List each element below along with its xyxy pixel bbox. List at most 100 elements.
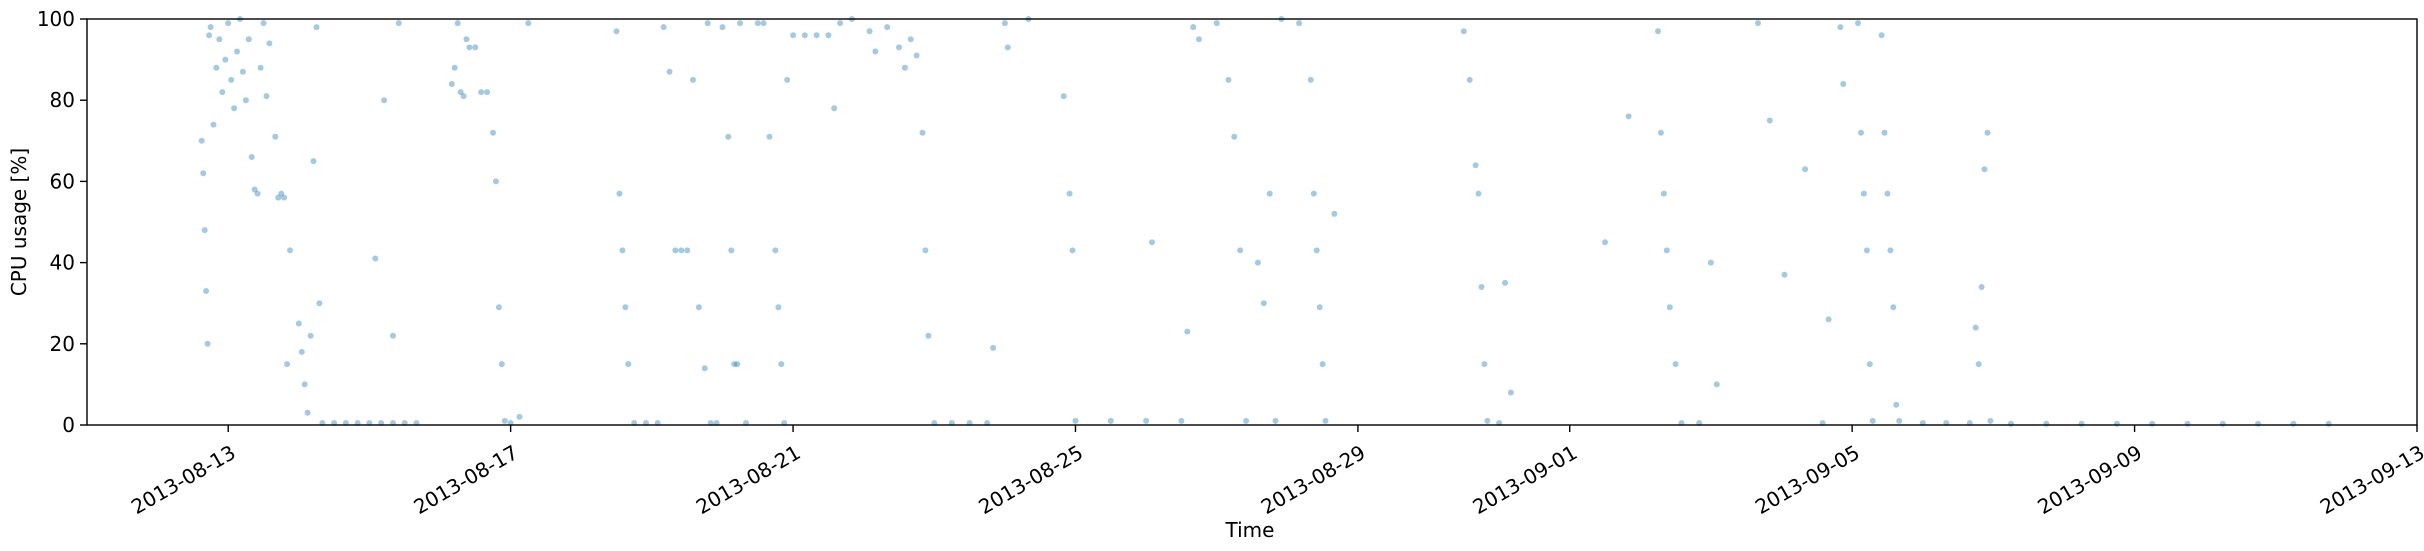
data-point (1316, 304, 1323, 311)
data-point (2325, 420, 2332, 427)
data-point (266, 40, 273, 47)
data-point (901, 64, 908, 71)
y-tick-label: 80 (50, 88, 75, 112)
data-point (1840, 81, 1847, 87)
data-point (200, 170, 207, 177)
data-point (2290, 420, 2297, 427)
data-point (272, 133, 279, 140)
data-point (660, 24, 667, 31)
data-point (2149, 420, 2156, 427)
data-point (1481, 361, 1488, 368)
data-point (525, 20, 532, 27)
data-point (734, 361, 741, 368)
data-point (1878, 32, 1885, 39)
data-point (907, 36, 914, 43)
data-point (1887, 247, 1894, 254)
data-point (884, 24, 891, 31)
data-point (1225, 76, 1232, 83)
data-point (1066, 190, 1073, 197)
data-point (234, 48, 240, 55)
data-point (1766, 117, 1773, 124)
data-point (625, 361, 632, 368)
data-point (495, 304, 502, 311)
data-point (257, 64, 264, 71)
data-point (678, 247, 685, 254)
data-point (1196, 36, 1202, 43)
data-point (778, 361, 785, 368)
data-point (766, 133, 773, 140)
data-point (704, 20, 711, 27)
data-point (1860, 190, 1867, 197)
data-point (278, 190, 285, 197)
data-point (813, 32, 820, 39)
data-point (216, 36, 223, 43)
data-point (754, 20, 761, 27)
data-point (1319, 361, 1326, 368)
data-point (2219, 420, 2226, 427)
data-point (790, 32, 797, 39)
y-tick-label: 20 (50, 332, 75, 356)
data-point (210, 121, 217, 128)
data-point (1466, 76, 1473, 83)
data-point (1625, 113, 1632, 120)
data-point (896, 44, 902, 51)
data-point (1478, 284, 1485, 290)
data-point (281, 194, 288, 201)
data-point (1069, 247, 1076, 254)
data-point (1331, 210, 1338, 217)
y-axis-label: CPU usage [%] (7, 148, 31, 296)
data-point (760, 20, 767, 27)
y-tick-label: 0 (62, 413, 75, 437)
data-point (1975, 361, 1982, 368)
data-point (1713, 381, 1720, 388)
data-point (1981, 166, 1988, 173)
data-point (784, 76, 791, 83)
data-point (1231, 133, 1238, 140)
data-point (672, 247, 679, 254)
data-point (254, 190, 261, 197)
data-point (690, 76, 696, 83)
data-point (1863, 247, 1870, 254)
data-point (613, 28, 620, 35)
data-point (1663, 247, 1670, 254)
data-point (1143, 417, 1150, 424)
data-point (248, 154, 255, 160)
data-point (866, 28, 873, 35)
data-point (198, 137, 205, 144)
y-tick-label: 40 (50, 251, 75, 275)
data-point (381, 97, 388, 104)
data-point (2078, 420, 2085, 427)
data-point (1893, 401, 1900, 408)
data-point (245, 36, 252, 43)
data-point (242, 97, 249, 104)
data-point (207, 24, 214, 31)
data-point (728, 247, 735, 254)
data-point (298, 348, 305, 355)
data-point (372, 255, 379, 262)
data-point (1060, 93, 1067, 100)
data-point (1881, 129, 1888, 136)
data-point (463, 36, 470, 43)
data-point (222, 56, 229, 63)
data-point (492, 178, 499, 185)
data-point (1004, 44, 1011, 51)
data-point (1987, 417, 1994, 424)
data-point (301, 381, 308, 388)
data-point (1657, 129, 1664, 136)
data-point (719, 24, 726, 31)
data-point (922, 247, 929, 254)
data-point (1869, 417, 1876, 424)
data-point (206, 32, 213, 39)
data-point (925, 332, 932, 339)
data-point (801, 32, 808, 39)
data-point (498, 361, 505, 368)
data-point (304, 409, 311, 416)
data-point (725, 133, 732, 140)
data-point (1884, 190, 1891, 197)
data-point (919, 129, 926, 136)
data-point (1660, 190, 1667, 197)
data-point (1837, 24, 1844, 31)
data-point (825, 32, 832, 39)
data-point (460, 93, 467, 100)
